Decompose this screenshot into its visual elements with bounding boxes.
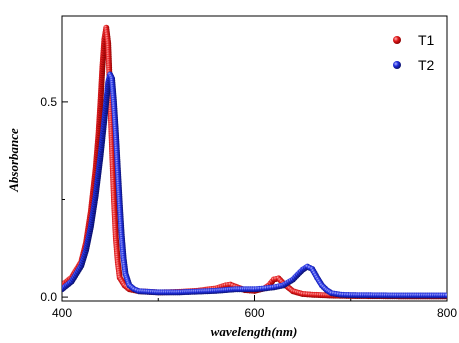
x-tick-label: 400 [52, 306, 72, 320]
plot-area [62, 24, 447, 300]
y-tick-label: 0.0 [40, 290, 57, 304]
legend: T1 T2 [393, 32, 435, 73]
y-axis: 0.0 0.5 [40, 95, 68, 304]
legend-label: T2 [418, 57, 435, 73]
y-axis-title: Absorbance [6, 128, 21, 193]
legend-marker [393, 36, 401, 44]
series-t2 [62, 71, 447, 299]
y-tick-label: 0.5 [40, 95, 57, 109]
x-tick-label: 800 [437, 306, 457, 320]
legend-item-t1: T1 [393, 32, 435, 48]
legend-marker [393, 61, 401, 69]
x-tick-label: 600 [244, 306, 264, 320]
legend-item-t2: T2 [393, 57, 435, 73]
x-axis-title: wavelength(nm) [211, 324, 298, 339]
legend-label: T1 [418, 32, 435, 48]
data-point [444, 292, 447, 299]
